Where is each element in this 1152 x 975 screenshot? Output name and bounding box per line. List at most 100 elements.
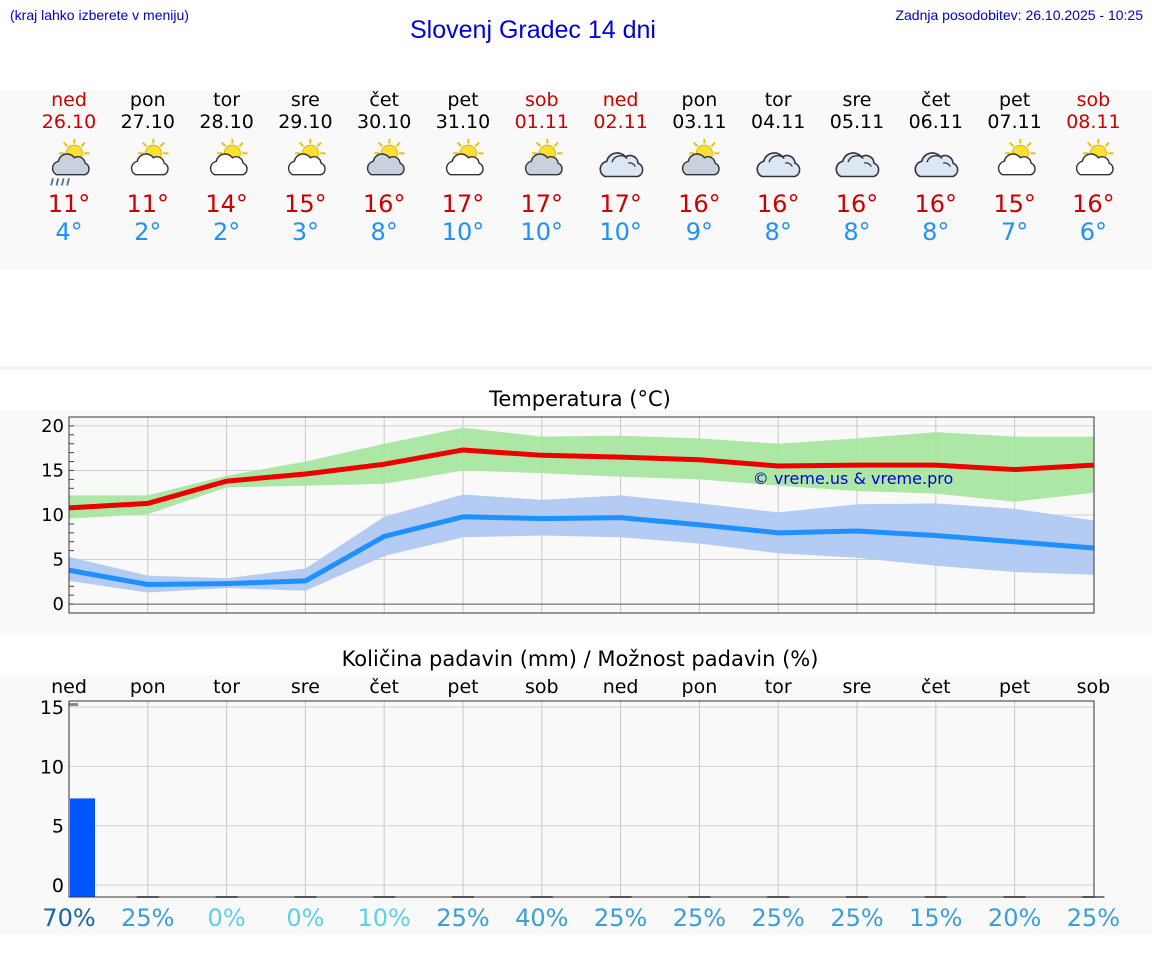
cloudy-icon (750, 139, 806, 189)
cloudy-icon (908, 139, 964, 189)
y-tick-label: 10 (41, 505, 64, 526)
temp-max: 17° (441, 190, 485, 218)
temp-max: 16° (835, 190, 879, 218)
temperature-chart-title: Temperatura (°C) (489, 387, 671, 411)
forecast-day: čet 30.10 16° 8° (344, 89, 424, 246)
temp-min: 10° (441, 218, 485, 246)
precip-day-label: sre (843, 676, 872, 698)
cloudy-icon (593, 139, 649, 189)
day-name: pet (447, 89, 479, 111)
temp-max: 17° (599, 190, 642, 218)
temp-max: 17° (520, 190, 564, 218)
precip-probability: 25% (751, 904, 805, 932)
forecast-day: sre 29.10 15° 3° (265, 89, 345, 246)
precip-probability: 25% (1066, 904, 1121, 932)
location-hint: (kraj lahko izberete v meniju) (10, 7, 189, 23)
precip-day-label: pon (682, 676, 718, 698)
precip-day-label: sre (291, 676, 320, 698)
day-name: sre (290, 89, 320, 111)
precip-y-tick-label: 5 (52, 816, 64, 838)
temp-max: 11° (126, 190, 170, 218)
day-date: 28.10 (199, 111, 254, 133)
sun-cloud-icon (435, 138, 491, 189)
precip-plot-frame (68, 700, 1095, 898)
temp-max: 16° (678, 190, 721, 218)
day-date: 30.10 (356, 111, 412, 133)
precip-day-label: pet (999, 676, 1030, 698)
precip-probability: 10% (357, 904, 411, 932)
precip-probability: 25% (830, 904, 884, 932)
precip-bar (70, 798, 95, 897)
precip-probability: 0% (286, 904, 325, 932)
precip-probability: 25% (672, 904, 727, 932)
temp-max: 11° (47, 190, 91, 218)
y-tick-label: 0 (53, 594, 64, 615)
precip-probability: 15% (909, 904, 963, 932)
cloudy-icon (829, 139, 885, 189)
sun-cloud-icon (1065, 138, 1121, 189)
day-name: čet (369, 89, 399, 111)
day-date: 05.11 (829, 111, 885, 133)
precip-probability: 0% (207, 904, 246, 932)
precip-probability: 25% (436, 904, 490, 932)
day-name: sre (842, 89, 872, 111)
precip-y-tick-label: 0 (52, 875, 64, 897)
day-name: tor (764, 89, 792, 111)
precip-day-label: čet (921, 676, 951, 698)
forecast-day: pon 03.11 16° 9° (659, 89, 739, 246)
day-name: ned (51, 89, 87, 111)
day-date: 07.11 (987, 111, 1042, 133)
day-name: sob (525, 89, 559, 111)
day-date: 02.11 (593, 111, 648, 133)
day-name: ned (602, 89, 639, 111)
sun-cloud-icon (199, 138, 255, 189)
day-name: pon (129, 89, 166, 111)
temp-max: 15° (284, 190, 327, 218)
y-tick-label: 5 (53, 550, 64, 571)
precipitation-chart-title: Količina padavin (mm) / Možnost padavin … (341, 647, 819, 671)
forecast-day: ned 26.10 11° 4° (29, 89, 109, 246)
day-date: 01.11 (514, 111, 569, 133)
sun-cloud-gray-icon (514, 138, 570, 189)
precip-day-label: ned (603, 676, 639, 698)
precip-day-label: pon (130, 676, 166, 698)
temp-max: 16° (914, 190, 958, 218)
max-temp-line (68, 447, 1094, 511)
sun-cloud-gray-icon (671, 138, 727, 189)
temp-min: 10° (520, 218, 564, 246)
precip-day-label: sob (525, 676, 559, 698)
day-date: 27.10 (120, 111, 175, 133)
temp-min: 8° (922, 218, 950, 246)
plot-frame (68, 416, 1095, 614)
temp-min: 2° (212, 218, 241, 246)
temp-min: 9° (685, 218, 714, 246)
forecast-day: pet 07.11 15° 7° (975, 89, 1055, 246)
temp-max: 16° (756, 190, 800, 218)
page-title: Slovenj Gradec 14 dni (410, 16, 656, 44)
day-name: tor (213, 89, 241, 111)
temp-min: 6° (1079, 218, 1108, 246)
precip-probability: 40% (515, 904, 569, 932)
precip-day-label: sob (1077, 676, 1111, 698)
precip-y-tick-label: 10 (40, 756, 64, 778)
temp-max: 16° (1072, 190, 1115, 218)
forecast-day: sob 01.11 17° 10° (502, 89, 582, 246)
day-date: 08.11 (1066, 111, 1121, 133)
y-tick-label: 15 (41, 460, 64, 481)
temp-min: 4° (55, 218, 83, 246)
sun-cloud-rain-icon (41, 138, 97, 189)
temp-min: 7° (1000, 218, 1029, 246)
day-name: sob (1076, 89, 1111, 111)
precip-probability: 70% (42, 904, 96, 932)
temp-min: 2° (134, 218, 162, 246)
max-temp-range-band (69, 427, 1094, 519)
precip-probability: 20% (987, 904, 1042, 932)
forecast-day: čet 06.11 16° 8° (896, 89, 976, 246)
day-date: 04.11 (750, 111, 806, 133)
precip-y-tick-label: 15 (40, 697, 64, 719)
day-date: 06.11 (908, 111, 963, 133)
last-update: Zadnja posodobitev: 26.10.2025 - 10:25 (895, 7, 1143, 23)
forecast-day: tor 04.11 16° 8° (738, 89, 818, 246)
temp-max: 16° (362, 190, 406, 218)
